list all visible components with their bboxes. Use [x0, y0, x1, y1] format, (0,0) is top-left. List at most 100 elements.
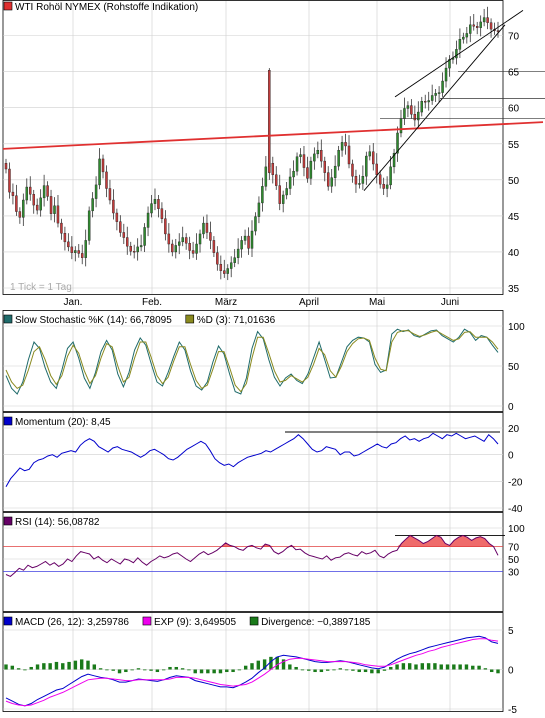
- divergence-bar: [357, 669, 361, 673]
- candle-body: [219, 264, 223, 271]
- candle-body: [74, 250, 77, 253]
- candle-body: [458, 39, 462, 50]
- divergence-bar: [168, 666, 172, 670]
- macd-legend-label-2: Divergence: −0,3897185: [261, 617, 371, 628]
- candle-body: [29, 186, 32, 195]
- candle-body: [382, 183, 385, 189]
- price-ytick-label: 35: [508, 284, 520, 295]
- divergence-bar: [477, 665, 481, 670]
- stochastic-series-line-1: [5, 330, 499, 393]
- candle-body: [122, 232, 126, 238]
- panel-frame-mom: [2, 412, 504, 512]
- resistance-line: [2, 121, 544, 150]
- candle-body: [281, 194, 285, 204]
- macd-ytick-label: 5: [508, 626, 514, 637]
- candle-body: [53, 205, 56, 214]
- divergence-bar: [344, 669, 349, 671]
- divergence-bar: [313, 669, 317, 673]
- macd-series-line-1: [5, 638, 499, 707]
- divergence-bar: [332, 669, 336, 671]
- momentum-ytick-label: -40: [508, 504, 523, 515]
- macd-legend-marker-2: [249, 616, 259, 626]
- candle-body: [233, 257, 236, 263]
- tick-note: 1 Tick = 1 Tag: [10, 282, 72, 293]
- divergence-bar: [225, 669, 229, 673]
- macd-legend-label-0: MACD (26, 12): 3,259786: [15, 617, 129, 628]
- candle-body: [323, 160, 326, 173]
- divergence-bar: [300, 669, 305, 671]
- divergence-bar: [483, 668, 488, 670]
- candle-body: [396, 132, 399, 154]
- stochastic-legend-marker-0: [3, 314, 13, 324]
- divergence-bar: [363, 669, 368, 673]
- candle-body: [209, 232, 212, 241]
- divergence-bar: [67, 661, 71, 670]
- divergence-bar: [86, 660, 90, 670]
- divergence-bar: [218, 669, 223, 674]
- divergence-bar: [250, 663, 254, 670]
- divergence-bar: [325, 669, 330, 671]
- candle-body: [392, 152, 396, 168]
- macd-ytick-label: -5: [508, 705, 517, 716]
- macd-legend-marker-0: [3, 616, 13, 626]
- divergence-bar: [174, 666, 179, 670]
- candle-body: [202, 222, 205, 235]
- candle-body: [212, 240, 216, 253]
- divergence-bar: [452, 664, 456, 670]
- candle-body: [271, 163, 275, 175]
- candle-body: [25, 186, 29, 201]
- candle-body: [302, 154, 306, 168]
- divergence-bar: [16, 668, 21, 670]
- candle-body: [56, 205, 60, 224]
- divergence-bar: [206, 669, 210, 674]
- candle-body: [39, 197, 42, 211]
- macd-series-line-0: [5, 635, 499, 707]
- candle-body: [368, 151, 372, 157]
- candle-body: [112, 199, 115, 214]
- rsi-series-line-0: [5, 534, 499, 577]
- candle-body: [295, 156, 299, 172]
- candle-body: [313, 153, 316, 162]
- candle-body: [441, 80, 444, 93]
- divergence-bar: [130, 669, 134, 671]
- macd-legend-marker-1: [142, 616, 152, 626]
- candle-body: [410, 105, 413, 115]
- divergence-bar: [376, 669, 380, 674]
- candle-body: [257, 202, 261, 217]
- divergence-bar: [496, 669, 500, 674]
- candle-body: [292, 170, 295, 178]
- channel-line-lower: [363, 24, 506, 191]
- candle-body: [372, 151, 375, 165]
- panel-frame-rsi: [2, 512, 504, 612]
- candle-body: [101, 158, 105, 173]
- candle-body: [132, 251, 136, 253]
- candle-body: [84, 240, 87, 258]
- candle-body: [243, 235, 247, 241]
- divergence-bar: [61, 663, 65, 670]
- candle-body: [80, 253, 84, 258]
- candle-body: [18, 211, 22, 218]
- panel-frame-macd: [2, 612, 504, 712]
- macd-ytick-label: 0: [508, 666, 514, 677]
- divergence-bar: [155, 669, 160, 673]
- candle-body: [42, 185, 46, 199]
- stochastic-ytick-label: 50: [508, 362, 520, 373]
- momentum-legend-label-0: Momentum (20): 8,45: [15, 417, 111, 428]
- divergence-bar: [433, 663, 437, 670]
- divergence-bar: [42, 663, 46, 670]
- candle-body: [413, 114, 417, 121]
- candle-body: [108, 188, 112, 201]
- candle-body: [489, 22, 493, 30]
- divergence-bar: [92, 664, 97, 670]
- divergence-bar: [471, 665, 475, 670]
- candle-body: [482, 17, 486, 23]
- candle-body: [354, 176, 358, 185]
- rsi-ytick-label: 100: [508, 524, 525, 535]
- momentum-ytick-label: 20: [508, 424, 520, 435]
- candle-body: [351, 163, 354, 177]
- price-ytick-label: 50: [508, 176, 520, 187]
- divergence-bar: [414, 664, 418, 670]
- stochastic-legend-marker-1: [185, 314, 195, 324]
